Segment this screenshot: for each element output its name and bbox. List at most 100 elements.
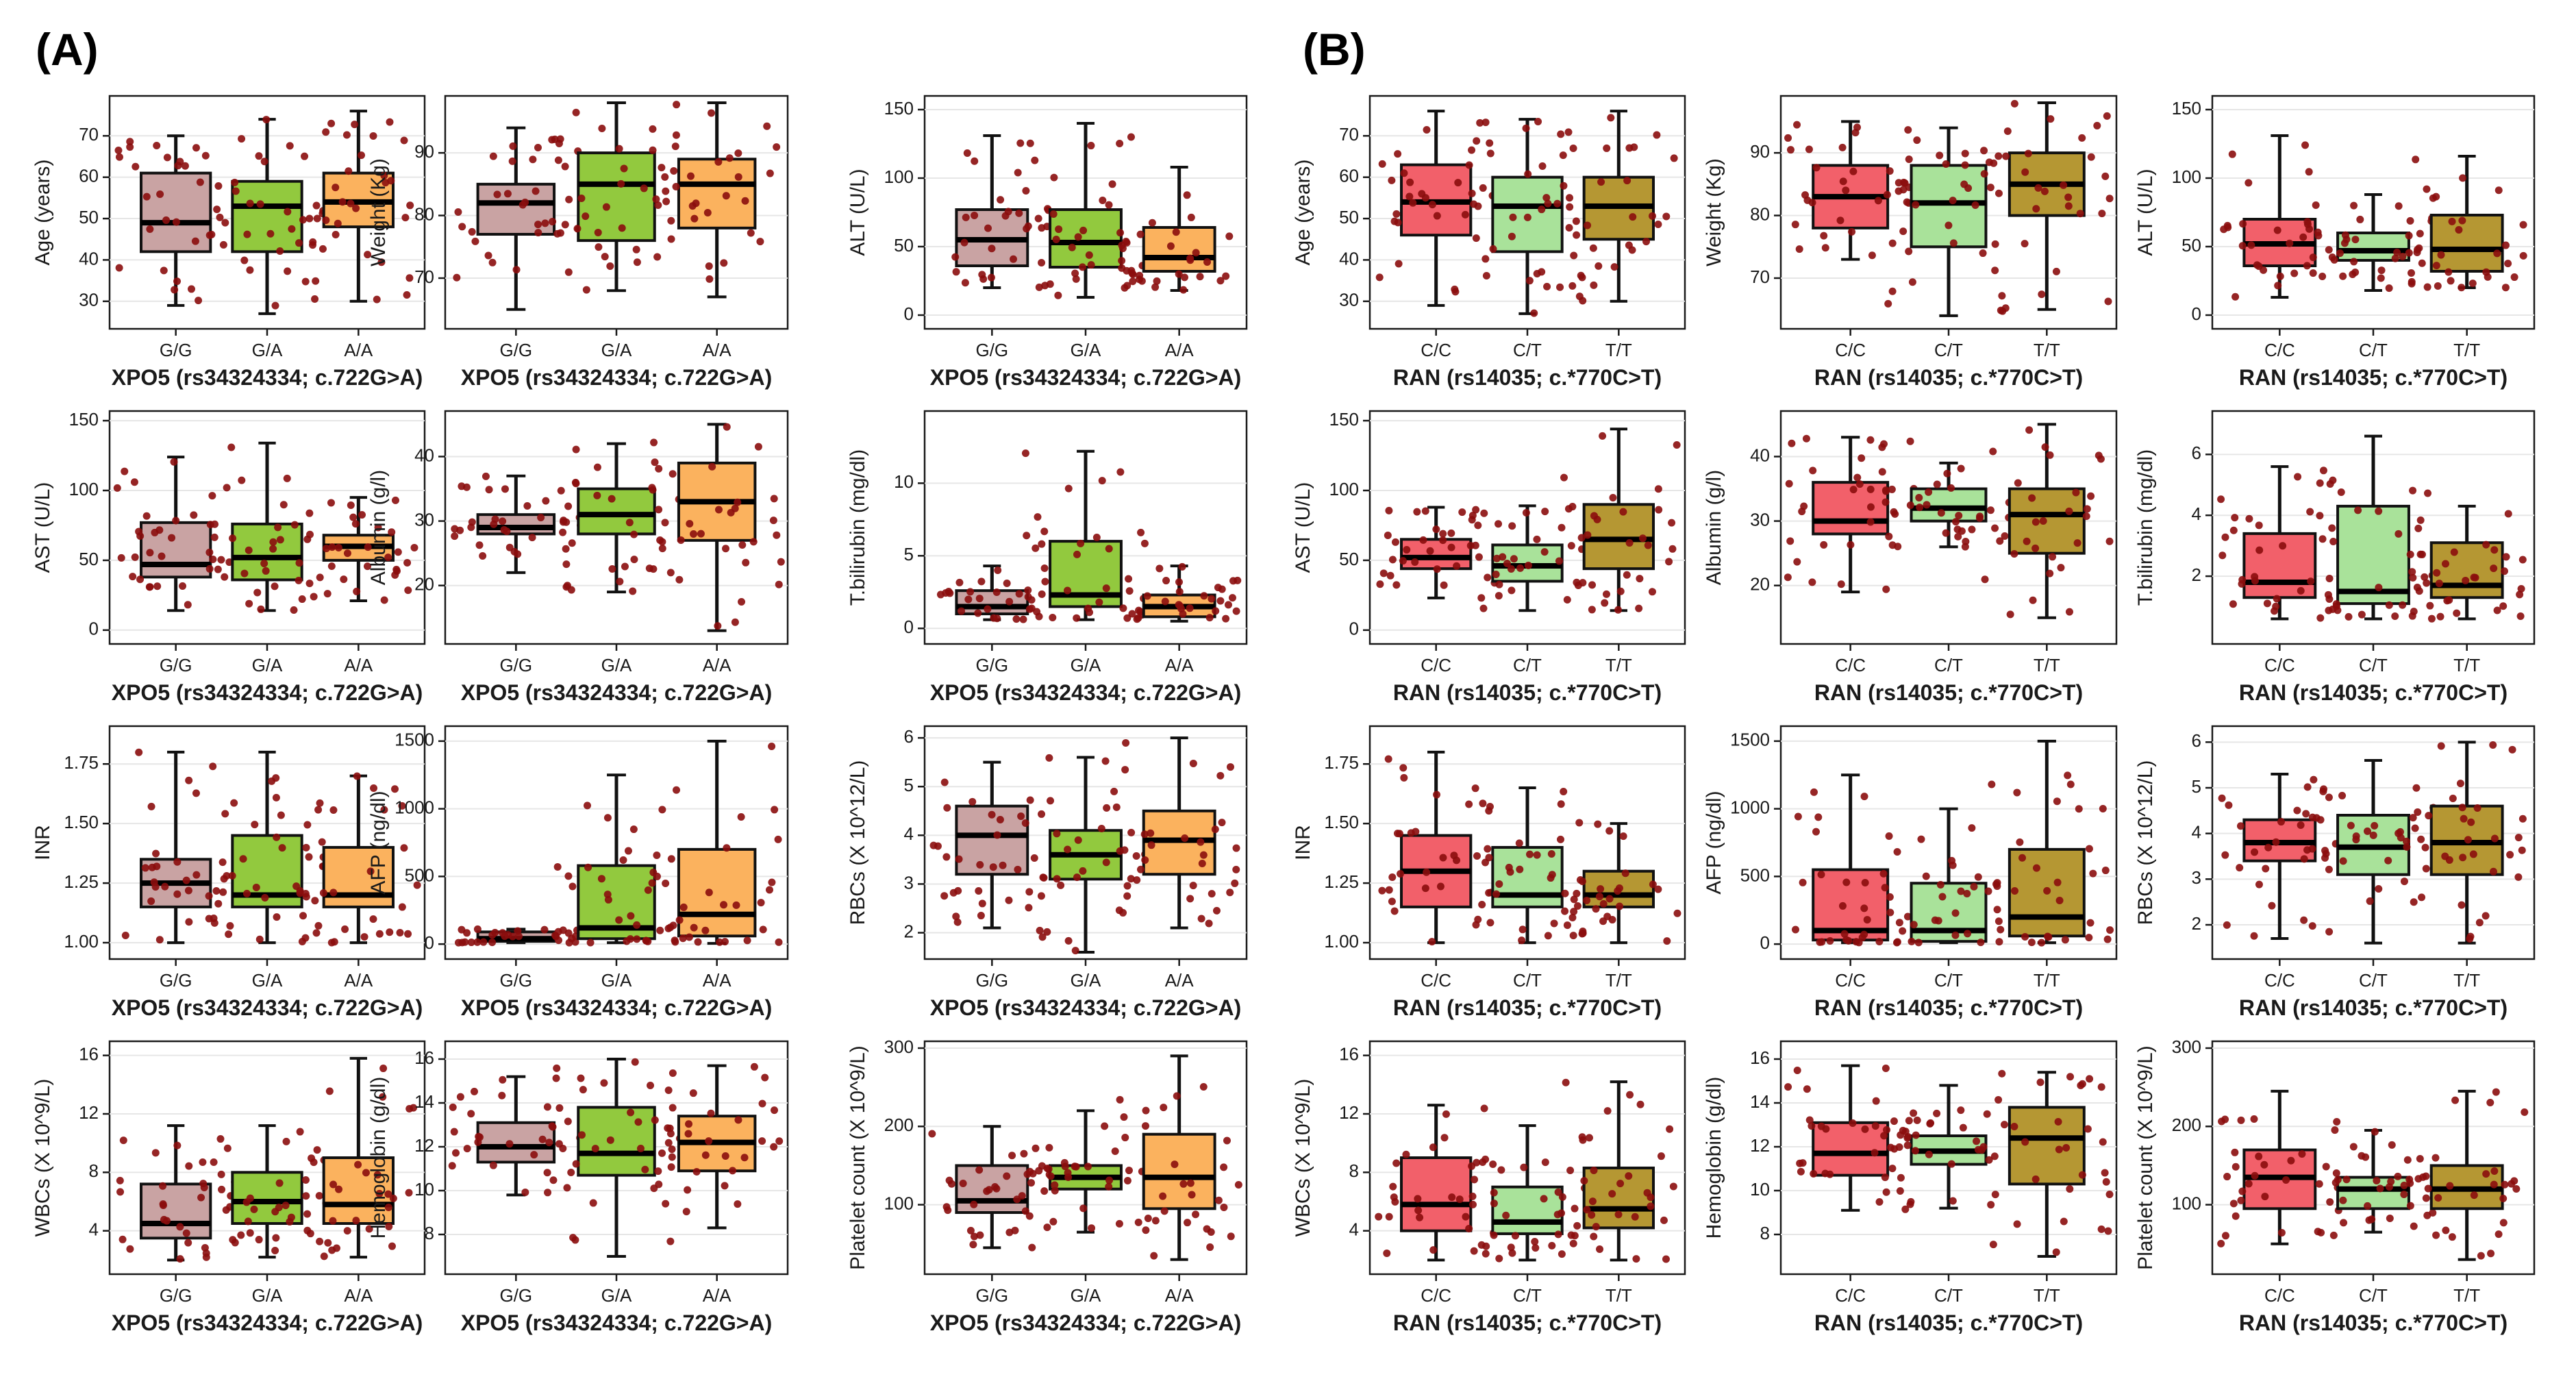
data-point — [1636, 575, 1644, 583]
data-point — [1475, 553, 1483, 561]
data-point — [1490, 1200, 1498, 1208]
data-point — [2089, 869, 2097, 878]
data-point — [1199, 1082, 1208, 1091]
data-point — [2036, 1078, 2044, 1086]
x-tick-label: C/T — [1934, 1285, 1963, 1306]
data-point — [491, 515, 499, 523]
data-point — [1023, 1170, 1031, 1178]
y-axis-title: ALT (U/L) — [2134, 169, 2157, 256]
data-point — [684, 1186, 692, 1194]
data-point — [1120, 1113, 1128, 1121]
data-point — [573, 225, 582, 233]
y-tick-label: 60 — [1339, 166, 1359, 186]
data-point — [1179, 286, 1188, 294]
data-point — [1949, 197, 1957, 205]
data-point — [2393, 248, 2401, 256]
data-point — [2276, 272, 2284, 280]
data-point — [313, 214, 321, 223]
data-point — [2450, 548, 2458, 556]
data-point — [2377, 274, 2385, 282]
data-point — [1616, 902, 1624, 910]
data-point — [190, 511, 198, 519]
data-point — [2098, 210, 2106, 218]
data-point — [589, 1199, 597, 1207]
data-point — [1479, 184, 1487, 192]
x-axis-title: XPO5 (rs34324334; c.722G>A) — [112, 365, 423, 390]
data-point — [173, 277, 182, 286]
data-point — [2458, 804, 2466, 812]
data-point — [1560, 473, 1568, 482]
data-point — [151, 1149, 160, 1157]
y-tick-label: 150 — [2172, 98, 2201, 119]
data-point — [1993, 882, 2001, 891]
data-point — [242, 1198, 251, 1206]
data-point — [1579, 579, 1587, 587]
data-point — [246, 199, 254, 208]
data-point — [2325, 246, 2333, 254]
data-point — [1648, 588, 1656, 596]
data-point — [1805, 1116, 1814, 1124]
data-point — [983, 1187, 991, 1195]
data-point — [2446, 1182, 2454, 1190]
data-point — [2260, 1160, 2268, 1169]
data-point — [1016, 139, 1025, 147]
data-point — [153, 582, 162, 591]
x-tick-label: C/C — [1421, 1285, 1451, 1306]
data-point — [2290, 269, 2299, 277]
data-point — [196, 178, 204, 186]
data-point — [966, 588, 975, 596]
data-point — [636, 1144, 645, 1152]
data-point — [1234, 576, 1242, 584]
data-point — [1654, 220, 1662, 228]
data-point — [1384, 532, 1392, 540]
data-point — [2001, 304, 2010, 312]
data-point — [182, 1229, 190, 1237]
data-point — [1878, 468, 1886, 476]
data-point — [1040, 527, 1049, 536]
data-point — [1573, 1221, 1581, 1230]
data-point — [1121, 1134, 1129, 1142]
data-point — [1954, 532, 1962, 541]
x-tick-label: A/A — [1165, 340, 1195, 360]
data-point — [218, 858, 227, 867]
data-point — [380, 596, 388, 604]
data-point — [210, 533, 218, 541]
data-point — [1839, 177, 1847, 186]
data-point — [2251, 1171, 2259, 1180]
x-tick-label: G/G — [160, 1285, 192, 1306]
data-point — [1660, 1216, 1668, 1224]
data-point — [2072, 488, 2080, 497]
y-tick-label: 10 — [414, 1179, 434, 1200]
data-point — [1155, 564, 1164, 573]
y-tick-label: 1000 — [1730, 797, 1770, 817]
data-point — [770, 1143, 778, 1151]
data-point — [1453, 562, 1461, 570]
x-tick-label: G/A — [252, 1285, 283, 1306]
data-point — [1949, 239, 1958, 247]
y-tick-label: 3 — [2192, 867, 2201, 888]
data-point — [2025, 426, 2034, 434]
y-axis-title: T.bilirubin (mg/dl) — [847, 449, 869, 606]
data-point — [769, 517, 777, 525]
data-point — [1872, 1097, 1880, 1105]
data-point — [552, 1074, 560, 1082]
data-point — [314, 806, 323, 814]
data-point — [561, 162, 569, 171]
x-tick-label: C/C — [1835, 340, 1866, 360]
data-point — [568, 934, 576, 943]
data-point — [1388, 176, 1396, 184]
data-point — [1079, 867, 1087, 875]
data-point — [2046, 569, 2054, 577]
data-point — [1662, 212, 1671, 221]
y-tick-label: 0 — [904, 303, 914, 324]
y-tick-label: 16 — [1339, 1044, 1359, 1065]
data-point — [286, 1217, 294, 1226]
data-point — [1388, 873, 1397, 881]
data-point — [1904, 1132, 1912, 1141]
data-point — [1597, 178, 1605, 186]
data-point — [1105, 545, 1113, 553]
data-point — [662, 187, 670, 195]
y-tick-label: 0 — [89, 619, 99, 639]
data-point — [1379, 569, 1388, 577]
